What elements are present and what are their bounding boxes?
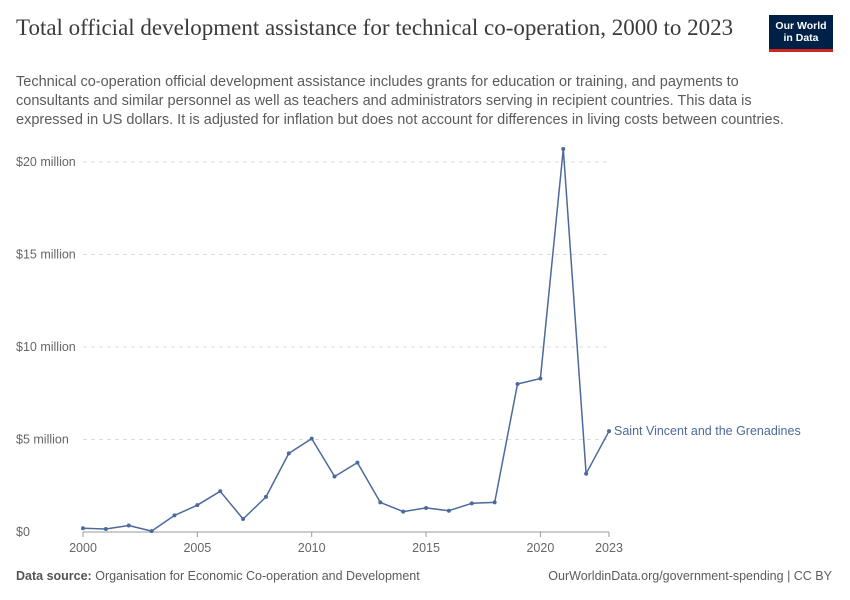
- data-source: Data source: Organisation for Economic C…: [16, 569, 420, 583]
- data-point: [286, 451, 291, 456]
- x-tick-label: 2005: [183, 541, 211, 555]
- y-tick-label: $15 million: [16, 248, 76, 262]
- y-tick-label: $20 million: [16, 155, 76, 169]
- owid-logo[interactable]: Our World in Data: [769, 15, 833, 52]
- x-tick-label: 2000: [69, 541, 97, 555]
- chart-title: Total official development assistance fo…: [16, 15, 734, 40]
- data-source-label: Data source:: [16, 569, 92, 583]
- source-url[interactable]: OurWorldinData.org/government-spending |…: [548, 569, 832, 583]
- series-label: Saint Vincent and the Grenadines: [614, 424, 801, 438]
- y-tick-label: $10 million: [16, 340, 76, 354]
- data-point: [172, 513, 177, 518]
- data-point: [584, 471, 589, 476]
- data-source-text[interactable]: Organisation for Economic Co-operation a…: [95, 569, 420, 583]
- chart-subtitle: Technical co-operation official developm…: [16, 74, 784, 128]
- data-point: [332, 474, 337, 479]
- data-point: [401, 509, 406, 514]
- data-point: [378, 500, 383, 505]
- y-tick-label: $0: [16, 525, 30, 539]
- data-point: [103, 527, 108, 532]
- data-point: [81, 526, 85, 531]
- x-tick-label: 2015: [412, 541, 440, 555]
- x-tick-label: 2023: [595, 541, 623, 555]
- data-point: [195, 503, 200, 508]
- data-point: [149, 529, 154, 534]
- data-point: [515, 382, 520, 386]
- data-point: [446, 508, 451, 513]
- data-point: [492, 500, 497, 505]
- data-point: [538, 376, 543, 381]
- data-point: [607, 429, 611, 434]
- data-point: [355, 460, 360, 465]
- data-point: [424, 505, 429, 510]
- data-point: [218, 489, 223, 494]
- data-point: [469, 501, 474, 506]
- data-point: [241, 517, 246, 522]
- line-chart: $0 $5 million $10 million $15 million $20 mi…: [16, 147, 801, 555]
- x-tick-label: 2010: [298, 541, 326, 555]
- y-tick-label: $5 million: [16, 433, 69, 447]
- series-line: [82, 148, 610, 532]
- owid-logo-text: Our World in Data: [775, 20, 827, 44]
- data-point: [561, 147, 566, 152]
- data-point: [309, 436, 314, 441]
- data-point: [263, 494, 268, 499]
- data-point: [126, 523, 131, 528]
- x-tick-label: 2020: [526, 541, 554, 555]
